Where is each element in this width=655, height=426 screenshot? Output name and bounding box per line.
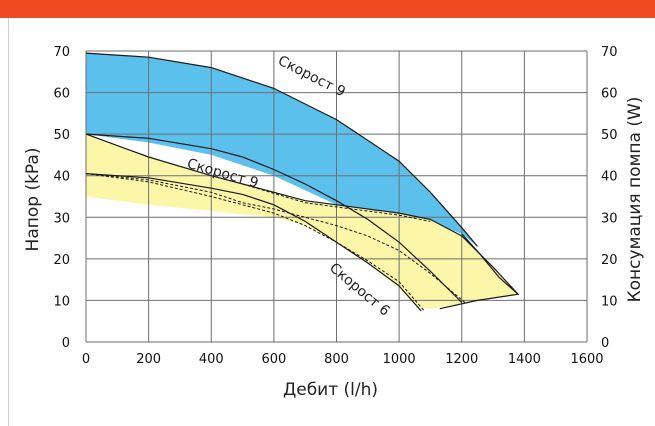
y-right-tick-label: 50 [601,128,618,143]
top-accent-bar [0,0,655,18]
y-tick-label: 30 [53,211,70,226]
y-right-tick-label: 60 [601,87,618,102]
curve-annotation-label: Скорост 9 [275,53,348,101]
x-tick-label: 600 [261,352,286,367]
left-border-line [8,18,9,426]
y-tick-label: 50 [53,128,70,143]
y-right-tick-label: 30 [601,211,618,226]
y-axis-label: Напор (kPa) [23,148,43,252]
area-upper-outline-1 [85,52,478,247]
y-right-tick-label: 40 [601,170,618,185]
y-right-axis-label: Консумация помпа (W) [625,97,645,303]
area-region-2 [86,134,519,309]
x-tick-label: 200 [136,352,161,367]
y-right-tick-label: 0 [601,336,609,351]
y-tick-label: 20 [53,253,70,268]
area-region-1 [86,53,478,247]
y-tick-label: 60 [53,87,70,102]
y-right-tick-label: 10 [601,294,618,309]
dashed-curve-6 [242,183,431,222]
y-tick-label: 0 [62,336,70,351]
curve-1 [85,133,463,303]
y-tick-label: 40 [53,170,70,185]
x-tick-label: 1400 [508,352,541,367]
x-tick-label: 800 [324,352,349,367]
x-tick-label: 1000 [383,352,416,367]
x-tick-label: 0 [82,352,90,367]
x-axis-label: Дебит (l/h) [283,380,378,400]
y-tick-label: 70 [53,45,70,60]
y-right-tick-label: 20 [601,253,618,268]
x-tick-label: 400 [199,352,224,367]
y-tick-label: 10 [53,294,70,309]
x-tick-label: 1200 [445,352,478,367]
dashed-curve-5 [85,173,466,303]
y-right-tick-label: 70 [601,45,618,60]
area-upper-outline-2 [85,133,519,295]
x-tick-label: 1600 [570,352,603,367]
dashed-curve-4 [85,173,425,312]
